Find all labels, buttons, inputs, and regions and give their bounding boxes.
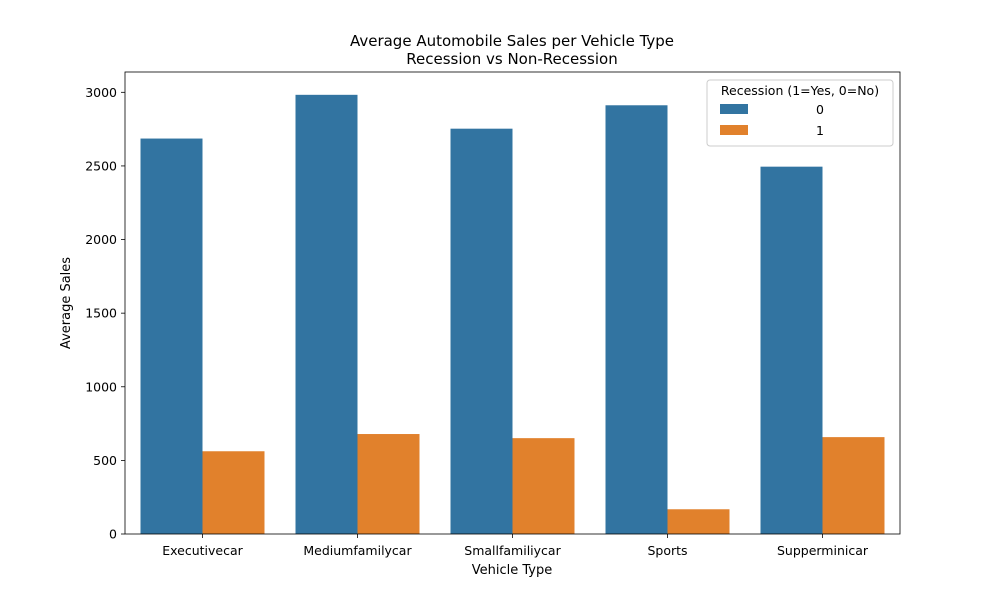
y-axis: 0 500 1000 1500 2000 2500 3000: [85, 85, 125, 542]
bar-executivecar-series-0: [140, 138, 203, 534]
bar-mediumfamilycar-series-0: [295, 94, 358, 535]
x-tick-label-supperminicar: Supperminicar: [777, 543, 869, 558]
bar-smallfamiliycar-series-1: [512, 438, 575, 534]
bar-supperminicar-series-0: [760, 166, 823, 534]
chart-title-line-2: Recession vs Non-Recession: [406, 50, 617, 68]
legend-swatch-series-1: [720, 125, 748, 135]
legend-swatch-series-0: [720, 104, 748, 114]
legend-label-series-0: 0: [816, 102, 824, 117]
y-tick-label: 3000: [85, 85, 117, 100]
x-tick-label-mediumfamilycar: Mediumfamilycar: [303, 543, 412, 558]
y-axis-label: Average Sales: [59, 257, 74, 349]
x-tick-label-executivecar: Executivecar: [162, 543, 243, 558]
bar-sports-series-1: [667, 509, 730, 534]
x-tick-label-smallfamiliycar: Smallfamiliycar: [464, 543, 561, 558]
x-axis: Executivecar Mediumfamilycar Smallfamiliyc…: [162, 534, 869, 558]
y-tick-label: 1500: [85, 306, 117, 321]
bar-smallfamiliycar-series-0: [450, 128, 513, 534]
y-tick-label: 0: [109, 527, 117, 542]
legend-label-series-1: 1: [816, 123, 824, 138]
bar-executivecar-series-1: [202, 451, 265, 534]
chart-title-line-1: Average Automobile Sales per Vehicle Typ…: [350, 32, 674, 50]
y-tick-label: 1000: [85, 379, 117, 394]
bar-supperminicar-series-1: [822, 437, 885, 534]
x-tick-label-sports: Sports: [647, 543, 687, 558]
y-tick-label: 2000: [85, 232, 117, 247]
legend-frame: [706, 79, 894, 147]
bar-mediumfamilycar-series-1: [357, 434, 420, 534]
y-tick-label: 2500: [85, 158, 117, 173]
bar-sports-series-0: [605, 105, 668, 534]
y-tick-label: 500: [93, 453, 117, 468]
legend: Recession (1=Yes, 0=No) 0 1: [706, 79, 894, 147]
x-axis-label: Vehicle Type: [472, 563, 552, 578]
legend-title: Recession (1=Yes, 0=No): [721, 83, 879, 98]
bars-group: [140, 94, 885, 535]
plot-frame: [124, 71, 901, 535]
